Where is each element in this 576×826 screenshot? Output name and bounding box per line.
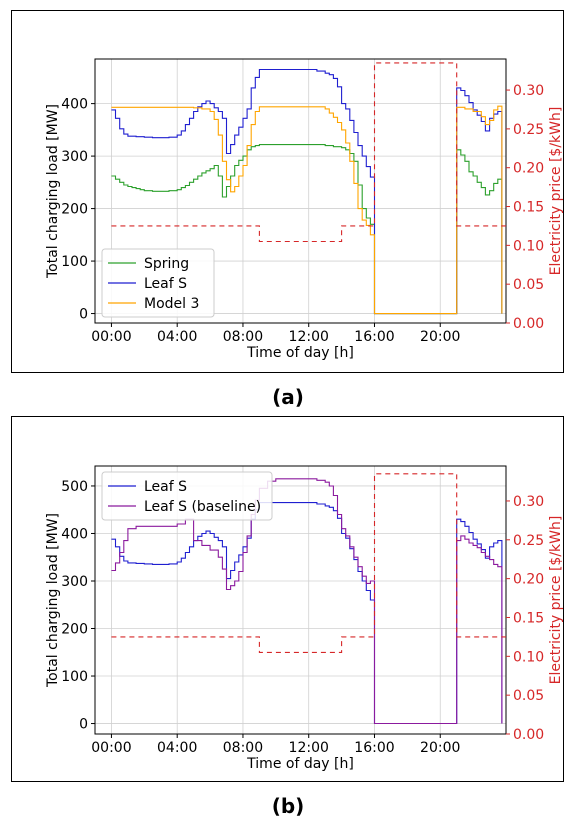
x-tick-label: 16:00	[354, 740, 394, 756]
x-tick-label: 20:00	[420, 740, 460, 756]
y-tick-label: 100	[61, 669, 88, 685]
y-tick-label: 300	[61, 574, 88, 590]
series-line-leaf	[111, 502, 503, 725]
series-line-leaf	[111, 68, 503, 315]
y-right-tick-label: 0.25	[513, 122, 544, 138]
chart-panel-b: 00:00 04:00 08:00 12:00 16:00 20:00 0 100 200 300…	[45, 465, 564, 772]
x-tick-label: 00:00	[91, 740, 131, 756]
y-tick-label: 0	[79, 717, 88, 733]
y-right-tick-label: 0.30	[513, 494, 544, 510]
panel-b-frame	[11, 416, 564, 782]
legend-label-leaf: Leaf S	[144, 276, 187, 292]
y-right-tick-label: 0.20	[513, 161, 544, 177]
y-right-tick-label: 0.30	[513, 83, 544, 99]
plot-area-frame	[94, 58, 507, 324]
y-right-tick-label: 0.00	[513, 727, 544, 743]
x-tick-label: 12:00	[289, 740, 329, 756]
y-axis-label: Total charging load [MW]	[45, 513, 61, 688]
panel-a-label: (a)	[272, 385, 304, 409]
legend-label-leaf: Leaf S	[144, 479, 187, 495]
y-right-tick-label: 0.05	[513, 688, 544, 704]
y-right-tick-label: 0.10	[513, 238, 544, 254]
series-line-model3	[111, 105, 503, 315]
chart-panel-a: 00:00 04:00 08:00 12:00 16:00 20:00 0 100 200 300…	[45, 58, 564, 361]
y-right-tick-label: 0.20	[513, 572, 544, 588]
y-right-tick-label: 0.00	[513, 316, 544, 332]
y-tick-label: 400	[61, 526, 88, 542]
x-tick-label: 08:00	[223, 740, 263, 756]
x-tick-label: 08:00	[223, 329, 263, 345]
y-right-tick-label: 0.15	[513, 610, 544, 626]
legend-label-model3: Model 3	[144, 296, 199, 312]
y-tick-label: 100	[61, 254, 88, 270]
y-right-axis-label: Electricity price [$/kWh]	[548, 107, 564, 276]
x-tick-label: 20:00	[420, 329, 460, 345]
legend-box	[101, 248, 215, 318]
y-right-axis-label: Electricity price [$/kWh]	[548, 516, 564, 685]
legend-box	[101, 471, 273, 521]
x-tick-label: 04:00	[157, 740, 197, 756]
y-tick-label: 200	[61, 202, 88, 218]
y-tick-label: 0	[79, 307, 88, 323]
series-line-price	[111, 62, 506, 243]
series-line-price	[111, 473, 506, 653]
x-tick-label: 12:00	[289, 329, 329, 345]
legend-label-baseline: Leaf S (baseline)	[144, 499, 261, 515]
y-right-tick-label: 0.10	[513, 649, 544, 665]
y-axis-label: Total charging load [MW]	[45, 104, 61, 279]
y-tick-label: 300	[61, 149, 88, 165]
panel-a-frame	[11, 10, 564, 373]
x-axis-label: Time of day [h]	[246, 756, 354, 772]
panel-b-label: (b)	[271, 794, 305, 818]
legend-label-spring: Spring	[144, 256, 189, 272]
x-tick-label: 00:00	[91, 329, 131, 345]
y-right-tick-label: 0.25	[513, 533, 544, 549]
y-right-tick-label: 0.15	[513, 200, 544, 216]
x-axis-label: Time of day [h]	[246, 345, 354, 361]
y-right-tick-label: 0.05	[513, 277, 544, 293]
plot-area-frame	[94, 465, 507, 735]
y-tick-label: 500	[61, 479, 88, 495]
x-tick-label: 16:00	[354, 329, 394, 345]
x-tick-label: 04:00	[157, 329, 197, 345]
y-tick-label: 200	[61, 622, 88, 638]
y-tick-label: 400	[61, 97, 88, 113]
